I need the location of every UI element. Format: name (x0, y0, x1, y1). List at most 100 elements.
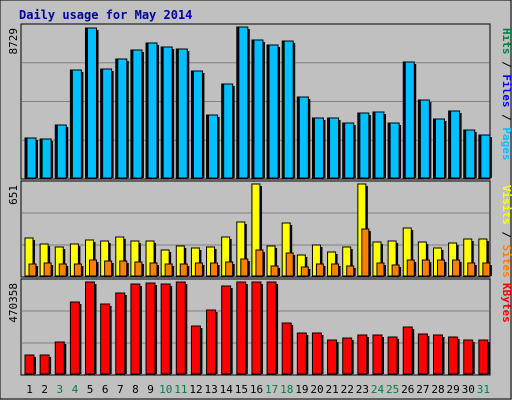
bar-pages-day-26-body (404, 61, 415, 179)
bar-pages-day-16 (253, 39, 265, 179)
bar-pages-day-27-body (419, 99, 430, 179)
x-tick-day-14: 14 (220, 383, 234, 396)
x-axis-ticks: 1 2 3 4 5 6 7 8 9 10 11 12 13 14 15 16 17 18 19 20 21 22 23 24 2… (26, 383, 490, 396)
bar-pages-day-29 (450, 110, 462, 179)
bar-pages-day-23 (359, 112, 371, 179)
x-tick-day-19: 19 (295, 383, 308, 396)
bar-pages-day-22-body (344, 122, 355, 179)
x-tick-day-31: 31 (477, 383, 490, 396)
x-tick-day-29: 29 (447, 383, 460, 396)
bar-kbytes-day-17-body (266, 281, 277, 375)
chart-panels: 8729 Hits / Files / Pages 651 Visits / Site… (7, 23, 512, 376)
bar-pages-day-29-body (450, 110, 461, 179)
x-tick-day-15: 15 (235, 383, 248, 396)
x-tick-day-1: 1 (26, 383, 33, 396)
bar-kbytes-day-7 (115, 292, 127, 375)
bar-pages-day-3 (56, 124, 69, 179)
bar-sites-day-2 (43, 262, 54, 277)
bar-kbytes-day-30 (463, 339, 475, 375)
bar-sites-day-8 (134, 261, 144, 277)
bar-sites-day-3-body (58, 263, 67, 277)
bar-sites-day-26 (406, 259, 417, 277)
bar-sites-day-16 (255, 249, 265, 277)
ymax-label: 8729 (7, 28, 20, 55)
bar-sites-day-5-body (89, 259, 98, 277)
bar-kbytes-day-28 (432, 334, 445, 375)
legend-segment: KBytes (500, 283, 512, 323)
bar-kbytes-day-3-body (54, 341, 65, 375)
x-tick-day-20: 20 (310, 383, 323, 396)
bar-pages-day-14 (223, 83, 235, 179)
bar-sites-day-1 (28, 263, 38, 277)
bar-sites-day-31-body (482, 262, 491, 277)
bar-kbytes-day-9-body (145, 282, 156, 375)
bar-kbytes-day-25-body (387, 336, 398, 375)
bar-sites-day-22 (346, 265, 356, 277)
bar-kbytes-day-11-body (175, 281, 186, 375)
x-tick-day-12: 12 (189, 383, 202, 396)
bar-kbytes-day-13 (206, 309, 218, 375)
bar-kbytes-day-17 (266, 281, 279, 375)
x-tick-day-3: 3 (57, 383, 64, 396)
bar-sites-day-24-body (376, 262, 385, 277)
x-tick-day-13: 13 (204, 383, 217, 396)
bar-kbytes-day-26 (402, 326, 415, 375)
bar-kbytes-day-31-body (478, 339, 489, 375)
chart-title: Daily usage for May 2014 (19, 8, 192, 22)
bar-sites-day-28 (436, 259, 447, 277)
bar-sites-day-25-body (391, 264, 400, 277)
bar-kbytes-day-5 (85, 281, 97, 375)
x-tick-day-2: 2 (41, 383, 48, 396)
bar-pages-day-31 (480, 134, 492, 179)
bar-sites-day-9-body (149, 262, 158, 277)
ymax-label: 470358 (7, 283, 20, 323)
bar-sites-day-10 (164, 263, 175, 277)
bar-kbytes-day-6 (100, 303, 112, 375)
bar-sites-day-18 (285, 252, 296, 277)
bar-sites-day-17 (270, 265, 281, 277)
bar-sites-day-19-body (300, 266, 309, 277)
bar-sites-day-23-body (361, 228, 370, 277)
x-tick-day-8: 8 (132, 383, 139, 396)
bar-sites-day-6 (104, 260, 114, 277)
bar-kbytes-day-16-body (251, 281, 262, 375)
bar-sites-day-19 (300, 266, 311, 277)
bar-kbytes-day-22-body (342, 337, 353, 375)
bar-pages-day-22 (344, 122, 356, 179)
bar-kbytes-day-25 (387, 336, 400, 375)
bar-sites-day-17-body (270, 265, 279, 277)
ymax-label: 651 (7, 185, 20, 205)
bar-pages-day-11-body (177, 48, 188, 179)
bar-pages-day-10-body (162, 46, 173, 179)
bar-kbytes-day-8-body (130, 283, 141, 375)
x-tick-day-27: 27 (416, 383, 429, 396)
legend-segment: / (500, 108, 512, 128)
bar-pages-day-28 (434, 118, 447, 179)
bar-sites-day-14-body (225, 261, 234, 277)
bar-kbytes-day-20 (311, 332, 324, 375)
legend-label: Hits / Files / Pages (500, 28, 512, 161)
bar-kbytes-day-20-body (311, 332, 322, 375)
bar-sites-day-28-body (436, 259, 445, 277)
bar-sites-day-4 (73, 263, 84, 277)
bar-kbytes-day-19-body (296, 332, 307, 375)
bar-pages-day-6-body (102, 68, 113, 179)
legend-segment: / (500, 225, 512, 245)
bar-kbytes-day-15 (236, 281, 248, 375)
bar-pages-day-27 (419, 99, 432, 179)
bar-pages-day-11 (177, 48, 190, 179)
bar-kbytes-day-2 (39, 354, 52, 375)
bar-pages-day-19-body (298, 96, 309, 179)
bar-kbytes-day-30-body (463, 339, 474, 375)
x-tick-day-9: 9 (147, 383, 154, 396)
bar-kbytes-day-31 (478, 339, 490, 375)
bar-sites-day-30 (467, 262, 477, 277)
bar-sites-day-26-body (406, 259, 415, 277)
bar-pages-day-2-body (41, 138, 52, 179)
x-tick-day-18: 18 (280, 383, 293, 396)
bar-pages-day-20 (313, 117, 326, 179)
bar-kbytes-day-21 (327, 339, 339, 375)
bar-kbytes-day-16 (251, 281, 263, 375)
bar-kbytes-day-28-body (432, 334, 443, 375)
